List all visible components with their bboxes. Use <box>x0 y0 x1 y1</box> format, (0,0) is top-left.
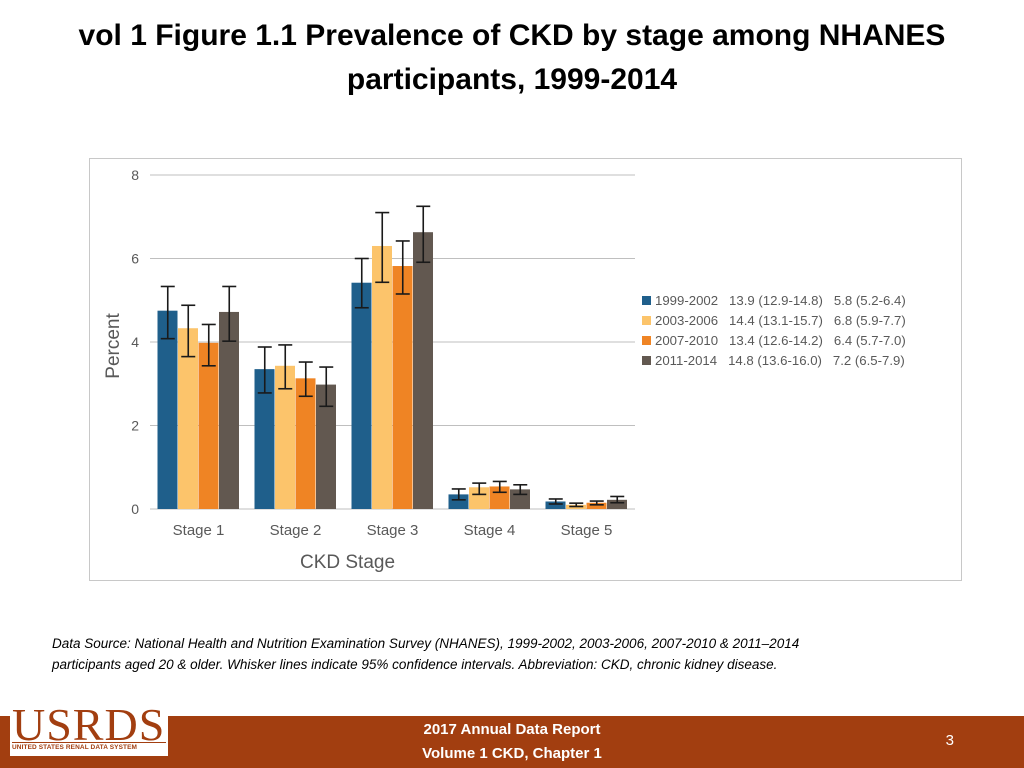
y-tick-label: 8 <box>131 167 139 183</box>
x-tick-label: Stage 1 <box>173 522 225 539</box>
bar <box>198 342 219 509</box>
bar <box>275 365 295 509</box>
y-tick-label: 2 <box>131 418 139 434</box>
x-tick-label: Stage 4 <box>464 522 516 539</box>
bar <box>351 282 372 509</box>
legend-entry: 1999-2002 13.9 (12.9-14.8) 5.8 (5.2-6.4) <box>655 293 906 308</box>
bar <box>448 494 469 509</box>
bar <box>157 310 178 509</box>
legend-entry: 2003-2006 14.4 (13.1-15.7) 6.8 (5.9-7.7) <box>655 313 906 328</box>
bar <box>392 266 413 509</box>
x-tick-label: Stage 3 <box>367 522 419 539</box>
legend-entry: 2007-2010 13.4 (12.6-14.2) 6.4 (5.7-7.0) <box>655 333 906 348</box>
y-tick-label: 6 <box>131 251 139 267</box>
bar <box>469 487 489 509</box>
title-line-1: vol 1 Figure 1.1 Prevalence of CKD by st… <box>78 19 946 52</box>
footer-report-title: 2017 Annual Data Report Volume 1 CKD, Ch… <box>312 718 712 766</box>
bar <box>545 501 566 509</box>
bar <box>372 245 392 509</box>
page-number: 3 <box>945 732 954 749</box>
x-axis-title: CKD Stage <box>300 552 395 573</box>
source-line-1: Data Source: National Health and Nutriti… <box>52 636 800 651</box>
legend-swatch <box>642 296 651 305</box>
bar <box>316 384 336 509</box>
logo-wordmark: USRDS <box>12 699 166 750</box>
logo-rule <box>12 742 166 743</box>
y-tick-label: 0 <box>131 501 139 517</box>
y-tick-label: 4 <box>131 334 139 350</box>
legend-swatch <box>642 316 651 325</box>
x-tick-label: Stage 2 <box>270 522 322 539</box>
footer-bar: 2017 Annual Data Report Volume 1 CKD, Ch… <box>0 716 1024 768</box>
slide-title: vol 1 Figure 1.1 Prevalence of CKD by st… <box>40 14 984 102</box>
logo-subtitle: UNITED STATES RENAL DATA SYSTEM <box>12 744 138 751</box>
bar <box>178 328 198 509</box>
bar <box>413 232 433 509</box>
bar <box>607 499 627 509</box>
bar <box>586 502 607 509</box>
title-line-2: participants, 1999-2014 <box>346 63 678 96</box>
legend-swatch <box>642 336 651 345</box>
bar <box>295 378 316 509</box>
chart-frame: 0 2 4 6 8 Percent Stage 1 Stage 2 Stage 3 Stage 4… <box>89 158 962 581</box>
source-line-2: participants aged 20 & older. Whisker li… <box>52 657 778 672</box>
y-axis-title: Percent <box>103 313 124 379</box>
bar <box>254 369 275 509</box>
legend-swatch <box>642 356 651 365</box>
usrds-logo: USRDS UNITED STATES RENAL DATA SYSTEM <box>10 700 168 756</box>
data-source-note: Data Source: National Health and Nutriti… <box>52 633 952 675</box>
legend-entry: 2011-2014 14.8 (13.6-16.0) 7.2 (6.5-7.9) <box>655 353 905 368</box>
footer-line-2: Volume 1 CKD, Chapter 1 <box>422 745 602 762</box>
footer-line-1: 2017 Annual Data Report <box>423 721 601 738</box>
bar-chart: 0 2 4 6 8 Percent Stage 1 Stage 2 Stage 3 Stage 4… <box>103 167 906 573</box>
x-tick-label: Stage 5 <box>561 522 613 539</box>
bar <box>219 311 239 509</box>
